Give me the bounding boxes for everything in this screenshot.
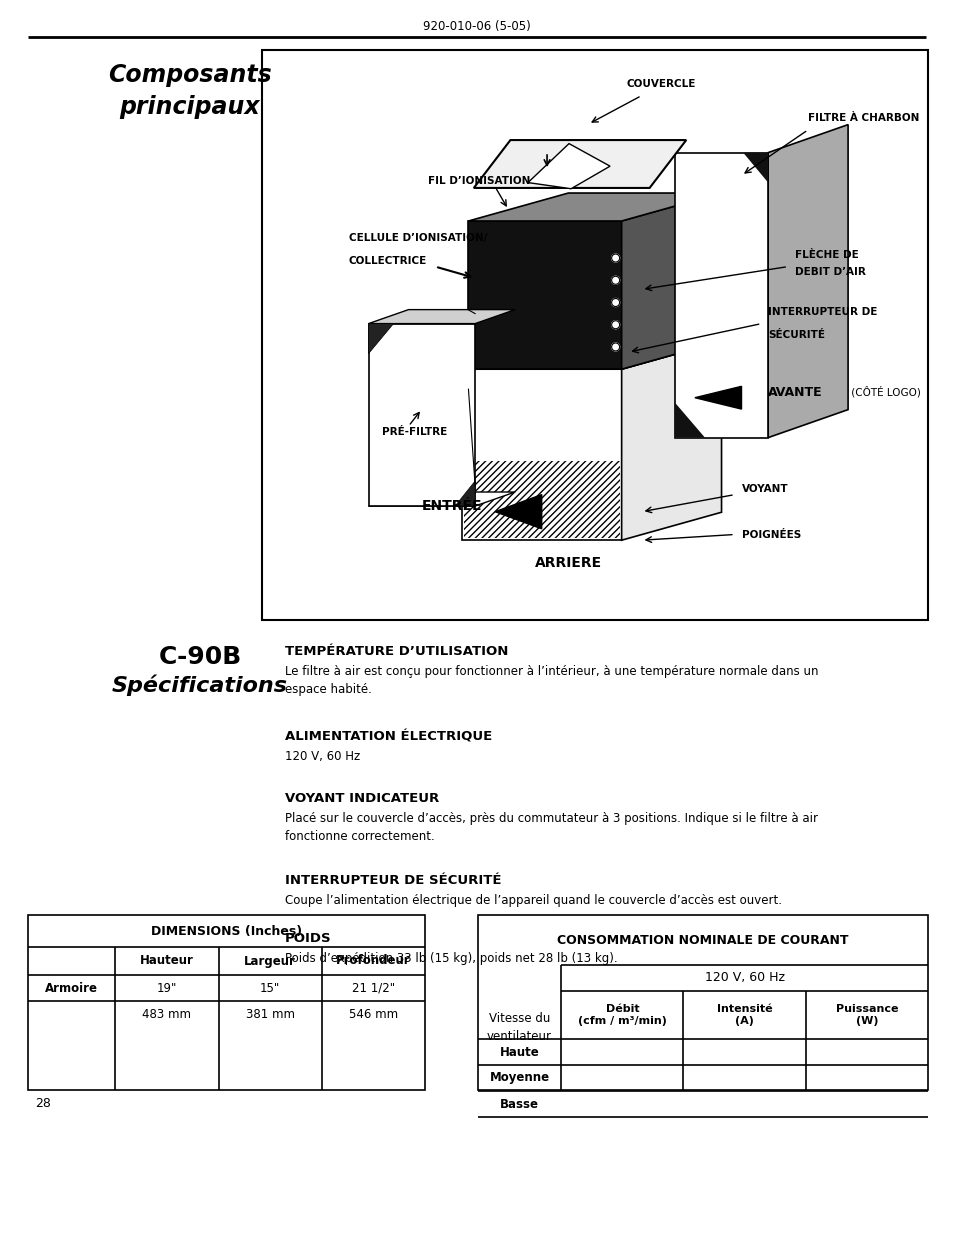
Text: INTERRUPTEUR DE: INTERRUPTEUR DE [767, 308, 877, 317]
Circle shape [611, 254, 619, 262]
Bar [468, 221, 621, 369]
Text: COLLECTRICE: COLLECTRICE [348, 256, 426, 266]
Text: Débit
(cfm / m³/min): Débit (cfm / m³/min) [578, 1004, 666, 1026]
Text: FLÈCHE DE: FLÈCHE DE [794, 251, 858, 261]
Circle shape [611, 299, 619, 306]
Text: ENTRÉE: ENTRÉE [421, 499, 482, 513]
Text: DIMENSIONS (Inches): DIMENSIONS (Inches) [151, 925, 302, 937]
Text: Vitesse du
ventilateur: Vitesse du ventilateur [487, 1013, 552, 1042]
Bar [262, 49, 927, 620]
Polygon shape [674, 403, 704, 437]
Polygon shape [368, 310, 515, 324]
Text: TEMPÉRATURE D’UTILISATION: TEMPÉRATURE D’UTILISATION [285, 645, 508, 658]
Text: VOYANT: VOYANT [740, 484, 787, 494]
Text: C-90B: C-90B [158, 645, 241, 669]
Text: ALIMENTATION ÉLECTRIQUE: ALIMENTATION ÉLECTRIQUE [285, 730, 492, 743]
Polygon shape [621, 341, 720, 540]
Text: PRÉ-FILTRE: PRÉ-FILTRE [381, 427, 447, 437]
Text: Haute: Haute [499, 1046, 539, 1058]
Polygon shape [495, 494, 541, 529]
Text: SÉCURITÉ: SÉCURITÉ [767, 330, 824, 340]
Text: 483 mm: 483 mm [142, 1008, 192, 1020]
Text: 381 mm: 381 mm [246, 1008, 294, 1020]
Text: Intensité
(A): Intensité (A) [716, 1004, 772, 1026]
Text: AVANTE: AVANTE [767, 385, 821, 399]
Text: principaux: principaux [119, 95, 260, 119]
Text: 21 1/2": 21 1/2" [352, 982, 395, 994]
Polygon shape [527, 143, 609, 189]
Polygon shape [461, 369, 621, 540]
Text: Profondeur: Profondeur [335, 955, 411, 967]
Bar [477, 915, 927, 1091]
Polygon shape [694, 387, 740, 409]
Polygon shape [767, 125, 847, 437]
Polygon shape [461, 341, 720, 369]
Text: Coupe l’alimentation électrique de l’appareil quand le couvercle d’accès est ouv: Coupe l’alimentation électrique de l’app… [285, 894, 781, 906]
Text: FIL D’IONISATION: FIL D’IONISATION [428, 177, 530, 186]
Text: Spécifications: Spécifications [112, 676, 288, 697]
Text: 120 V, 60 Hz: 120 V, 60 Hz [704, 972, 783, 984]
Text: Composants: Composants [108, 63, 272, 86]
Text: Armoire: Armoire [45, 982, 98, 994]
Text: 19": 19" [156, 982, 177, 994]
Text: POIDS: POIDS [285, 932, 332, 945]
Text: Basse: Basse [499, 1098, 538, 1110]
Text: Le filtre à air est conçu pour fonctionner à l’intérieur, à une température norm: Le filtre à air est conçu pour fonctionn… [285, 664, 818, 697]
Polygon shape [455, 480, 475, 506]
Text: Puissance
(W): Puissance (W) [835, 1004, 897, 1026]
Text: 120 V, 60 Hz: 120 V, 60 Hz [285, 750, 360, 763]
Text: Placé sur le couvercle d’accès, près du commutateur à 3 positions. Indique si le: Placé sur le couvercle d’accès, près du … [285, 811, 817, 844]
Text: Moyenne: Moyenne [489, 1072, 549, 1084]
Polygon shape [468, 193, 720, 221]
Text: Hauteur: Hauteur [140, 955, 193, 967]
Text: POIGNÉES: POIGNÉES [740, 530, 800, 540]
Text: 28: 28 [35, 1097, 51, 1110]
Text: INTERRUPTEUR DE SÉCURITÉ: INTERRUPTEUR DE SÉCURITÉ [285, 874, 501, 887]
Text: DEBIT D’AIR: DEBIT D’AIR [794, 267, 864, 278]
Text: Largeur: Largeur [244, 955, 295, 967]
Circle shape [611, 321, 619, 329]
Text: CONSOMMATION NOMINALE DE COURANT: CONSOMMATION NOMINALE DE COURANT [557, 934, 848, 946]
Polygon shape [621, 193, 720, 369]
Polygon shape [474, 140, 685, 188]
Polygon shape [674, 153, 767, 437]
Text: 546 mm: 546 mm [349, 1008, 397, 1020]
Circle shape [611, 343, 619, 351]
Polygon shape [368, 324, 475, 506]
Bar [463, 461, 619, 538]
Text: Poids d’expédition 33 lb (15 kg), poids net 28 lb (13 kg).: Poids d’expédition 33 lb (15 kg), poids … [285, 952, 617, 965]
Circle shape [611, 277, 619, 284]
Text: 15": 15" [260, 982, 280, 994]
Text: ARRIERE: ARRIERE [535, 556, 601, 571]
Text: 920-010-06 (5-05): 920-010-06 (5-05) [423, 20, 530, 33]
Polygon shape [742, 153, 767, 183]
Text: VOYANT INDICATEUR: VOYANT INDICATEUR [285, 792, 438, 805]
Text: (CÔTÉ LOGO): (CÔTÉ LOGO) [847, 387, 920, 398]
Bar [28, 915, 424, 1091]
Text: CELLULE D’IONISATION/: CELLULE D’IONISATION/ [348, 233, 486, 243]
Text: FILTRE À CHARBON: FILTRE À CHARBON [807, 114, 919, 124]
Polygon shape [368, 324, 394, 353]
Text: COUVERCLE: COUVERCLE [626, 79, 696, 89]
Polygon shape [368, 492, 515, 506]
